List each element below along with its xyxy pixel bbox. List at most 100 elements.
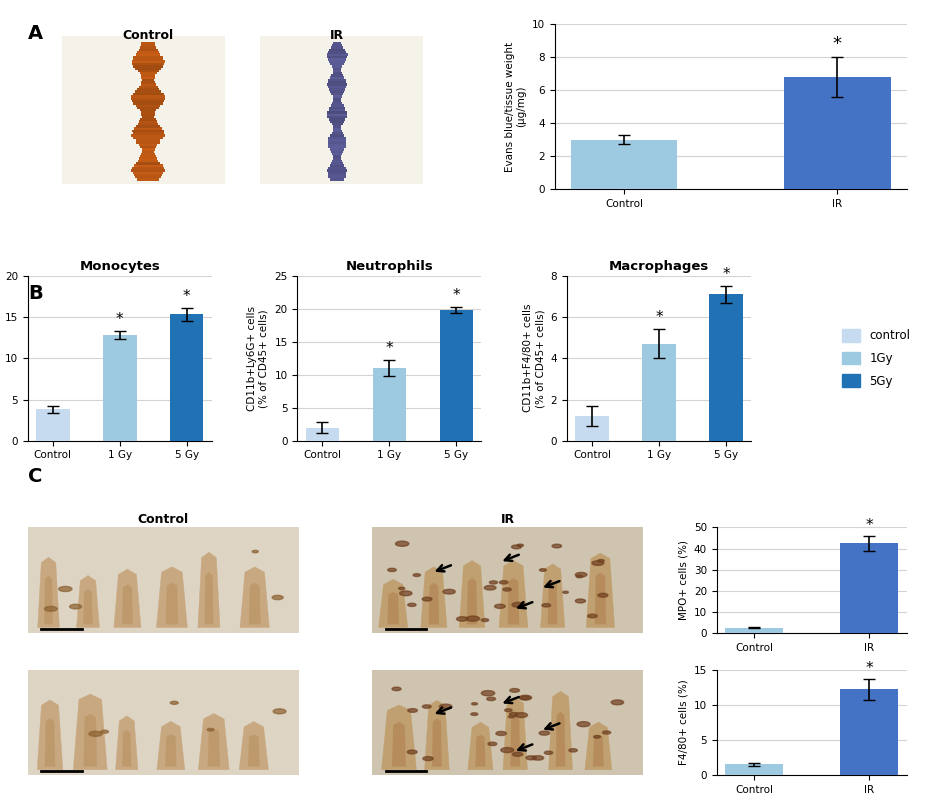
Bar — [135, 176, 161, 178]
Circle shape — [592, 561, 604, 566]
Bar — [132, 100, 164, 102]
Circle shape — [509, 716, 514, 718]
Bar — [327, 169, 347, 172]
Title: IR: IR — [500, 513, 515, 527]
Polygon shape — [198, 552, 220, 627]
Bar — [140, 145, 156, 149]
Bar — [131, 95, 165, 97]
Circle shape — [396, 541, 409, 547]
Circle shape — [273, 709, 286, 714]
Circle shape — [407, 750, 417, 754]
Bar — [327, 83, 347, 86]
Bar — [332, 65, 342, 68]
Polygon shape — [73, 694, 107, 769]
Circle shape — [443, 590, 455, 594]
Bar — [327, 113, 347, 116]
Circle shape — [408, 709, 417, 712]
Polygon shape — [198, 714, 229, 769]
Circle shape — [101, 730, 108, 733]
Bar — [571, 140, 677, 189]
Circle shape — [576, 575, 583, 578]
Text: *: * — [655, 310, 663, 325]
Circle shape — [575, 599, 586, 603]
Bar — [327, 85, 347, 89]
Circle shape — [485, 586, 496, 590]
Bar — [333, 155, 341, 157]
Bar — [327, 144, 346, 146]
Circle shape — [408, 603, 416, 606]
Bar — [328, 81, 346, 84]
Bar — [725, 765, 783, 775]
Bar — [142, 79, 154, 81]
Bar — [328, 139, 346, 141]
Bar — [142, 116, 154, 118]
Bar — [328, 79, 346, 81]
Polygon shape — [388, 592, 399, 624]
Bar — [103, 335, 137, 441]
Circle shape — [539, 569, 547, 571]
Text: *: * — [452, 288, 460, 303]
Circle shape — [170, 702, 179, 705]
Polygon shape — [116, 716, 138, 769]
Bar — [332, 72, 341, 74]
Circle shape — [598, 559, 604, 562]
Bar — [333, 42, 341, 45]
Text: *: * — [183, 288, 191, 304]
Circle shape — [505, 709, 512, 712]
Circle shape — [602, 731, 611, 734]
Circle shape — [526, 756, 536, 760]
Bar — [329, 60, 345, 63]
Bar — [331, 46, 343, 49]
Bar — [138, 106, 159, 109]
Polygon shape — [122, 730, 131, 766]
Text: *: * — [865, 519, 873, 533]
Polygon shape — [77, 575, 100, 627]
Circle shape — [496, 731, 506, 736]
Circle shape — [253, 551, 258, 553]
Bar — [327, 145, 346, 149]
Circle shape — [500, 748, 513, 753]
Circle shape — [517, 544, 524, 547]
Bar — [330, 178, 344, 181]
Bar — [140, 72, 156, 74]
Bar — [141, 111, 155, 113]
Circle shape — [487, 698, 496, 701]
Bar — [139, 157, 157, 160]
Polygon shape — [468, 722, 493, 769]
Bar — [330, 90, 344, 93]
Bar — [327, 111, 347, 113]
Bar — [133, 137, 163, 139]
Bar — [139, 85, 157, 89]
Circle shape — [89, 731, 102, 737]
Bar — [142, 153, 154, 155]
Polygon shape — [207, 729, 220, 766]
Bar — [133, 58, 163, 61]
Polygon shape — [83, 714, 97, 766]
Text: *: * — [386, 341, 393, 356]
Bar — [136, 125, 160, 128]
Bar — [142, 77, 154, 79]
Polygon shape — [540, 564, 565, 627]
Bar — [131, 60, 165, 63]
Circle shape — [423, 757, 433, 761]
Bar — [725, 627, 783, 633]
Circle shape — [44, 606, 57, 611]
Circle shape — [512, 753, 523, 757]
Polygon shape — [156, 566, 188, 627]
Bar — [330, 62, 344, 66]
Text: IR: IR — [330, 29, 344, 42]
Circle shape — [413, 574, 421, 577]
Polygon shape — [499, 560, 528, 627]
Polygon shape — [593, 735, 604, 766]
Title: Control: Control — [138, 513, 189, 527]
Polygon shape — [511, 717, 520, 766]
Circle shape — [466, 616, 479, 622]
Bar — [327, 141, 347, 144]
Bar — [327, 54, 348, 56]
Circle shape — [577, 721, 590, 727]
Circle shape — [481, 618, 488, 622]
Bar — [306, 427, 339, 441]
Circle shape — [519, 695, 532, 700]
Circle shape — [611, 700, 623, 705]
Polygon shape — [83, 590, 93, 624]
